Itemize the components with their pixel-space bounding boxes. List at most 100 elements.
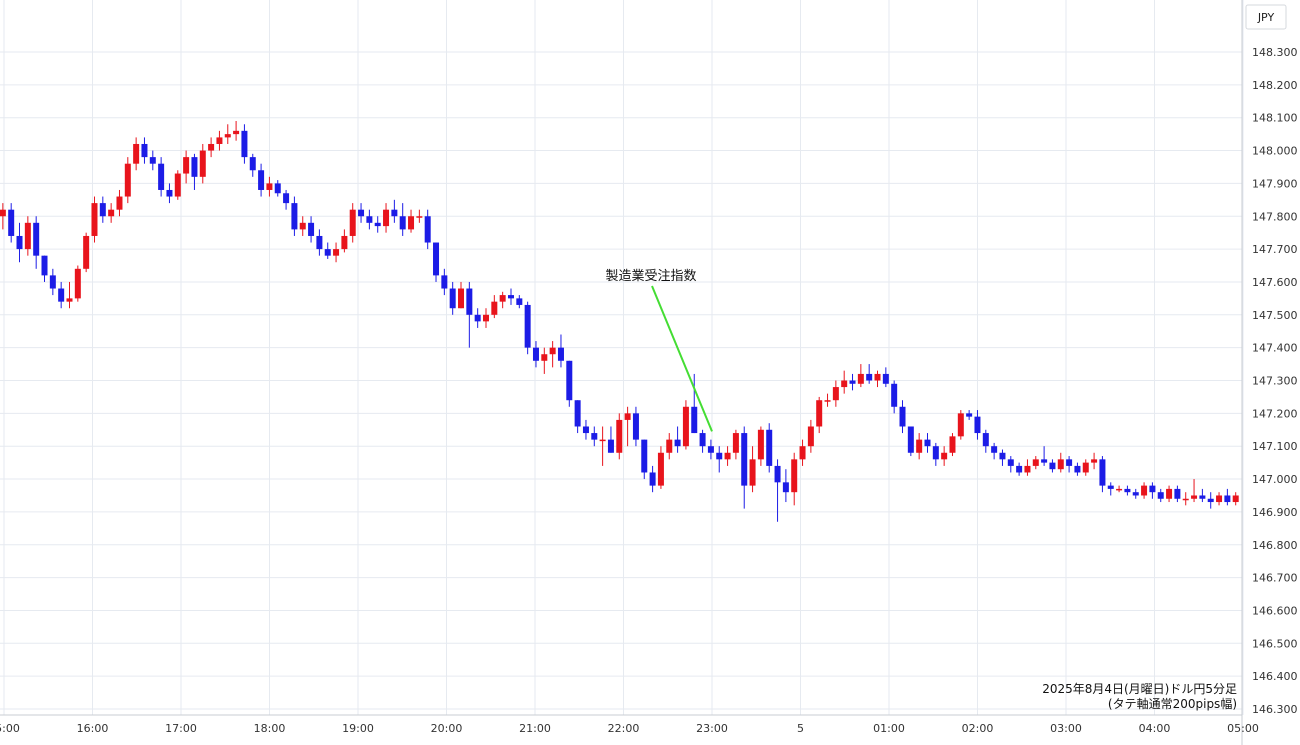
candle bbox=[999, 449, 1006, 466]
candle-body bbox=[824, 400, 831, 402]
candle-body bbox=[324, 249, 331, 256]
candle bbox=[308, 216, 315, 243]
candle bbox=[24, 216, 31, 256]
candle bbox=[691, 373, 698, 434]
candle-body bbox=[1116, 488, 1123, 491]
candle-body bbox=[91, 203, 98, 236]
candle-body bbox=[366, 216, 373, 223]
candle-body bbox=[532, 347, 539, 361]
candle bbox=[1182, 492, 1189, 506]
candle-body bbox=[58, 288, 65, 302]
candle-body bbox=[1199, 495, 1206, 499]
candle-body bbox=[174, 173, 181, 197]
candle bbox=[474, 308, 481, 328]
candle bbox=[108, 203, 115, 223]
candle-body bbox=[1007, 459, 1014, 466]
price-axis-labels[interactable]: 148.300 148.200 148.100 148.000 147.900 147.8… bbox=[1252, 46, 1298, 716]
candle-body bbox=[874, 373, 881, 381]
candle bbox=[1157, 488, 1164, 503]
time-axis-labels[interactable]: 15:00 16:00 17:00 18:00 19:00 20:00 21:00 22:00… bbox=[0, 722, 1259, 735]
candle-body bbox=[449, 288, 456, 309]
candle bbox=[249, 153, 256, 177]
candle bbox=[866, 364, 873, 384]
price-tick-label: 146.600 bbox=[1252, 604, 1298, 617]
candle-body bbox=[1099, 459, 1106, 486]
candle bbox=[924, 433, 931, 453]
candle bbox=[807, 419, 814, 453]
candle bbox=[699, 429, 706, 453]
candle bbox=[1124, 485, 1131, 496]
candle-body bbox=[1016, 465, 1023, 473]
candle-body bbox=[891, 383, 898, 407]
candle bbox=[158, 157, 165, 197]
candle-body bbox=[266, 183, 273, 190]
candle-body bbox=[999, 452, 1006, 460]
candle-body bbox=[316, 235, 323, 250]
time-tick-label: 20:00 bbox=[431, 722, 463, 735]
candle bbox=[433, 242, 440, 282]
candle bbox=[774, 459, 781, 522]
candle bbox=[1107, 482, 1114, 496]
candle-body bbox=[199, 150, 206, 177]
candle bbox=[991, 442, 998, 460]
candle-body bbox=[641, 439, 648, 473]
currency-unit-frame bbox=[1245, 4, 1287, 30]
candle-body bbox=[116, 196, 123, 210]
candle-body bbox=[74, 268, 81, 299]
candle-body bbox=[1132, 492, 1139, 496]
price-tick-label: 148.000 bbox=[1252, 145, 1298, 158]
candle bbox=[141, 137, 148, 164]
candle bbox=[882, 367, 889, 388]
candle bbox=[49, 268, 56, 296]
candle-body bbox=[1191, 495, 1198, 499]
candle bbox=[641, 439, 648, 480]
candle bbox=[791, 452, 798, 506]
candle-body bbox=[149, 157, 156, 164]
candle-body bbox=[208, 143, 215, 151]
candlesticks bbox=[0, 120, 1239, 522]
candle bbox=[374, 216, 381, 233]
candle-body bbox=[1107, 485, 1114, 489]
candle bbox=[1116, 485, 1123, 493]
price-tick-label: 148.300 bbox=[1252, 46, 1298, 59]
candle-body bbox=[283, 193, 290, 204]
candle bbox=[1091, 452, 1098, 470]
candle bbox=[224, 124, 231, 144]
candle-body bbox=[1041, 459, 1048, 463]
candle-body bbox=[499, 295, 506, 302]
candle bbox=[341, 229, 348, 253]
time-tick-label: 5 bbox=[797, 722, 804, 735]
candle-body bbox=[974, 416, 981, 434]
candle bbox=[1174, 485, 1181, 503]
candle bbox=[1149, 482, 1156, 499]
candle-body bbox=[707, 446, 714, 453]
candle-body bbox=[1174, 488, 1181, 499]
candle-body bbox=[1074, 465, 1081, 473]
candle bbox=[1132, 488, 1139, 499]
candle-body bbox=[949, 436, 956, 453]
candle bbox=[849, 373, 856, 391]
candle bbox=[966, 410, 973, 420]
candle bbox=[957, 410, 964, 440]
candle bbox=[74, 265, 81, 302]
caption-line-1: 2025年8月4日(月曜日)ドル円5分足 bbox=[1042, 682, 1237, 696]
candle-body bbox=[799, 446, 806, 460]
candle-body bbox=[249, 157, 256, 171]
candle-body bbox=[516, 298, 523, 305]
candle bbox=[1066, 456, 1073, 473]
candle-body bbox=[1066, 459, 1073, 466]
candle-body bbox=[832, 387, 839, 401]
candle bbox=[916, 433, 923, 460]
currency-unit-box[interactable]: JPY bbox=[1245, 4, 1287, 30]
candle-body bbox=[566, 360, 573, 401]
candle bbox=[732, 429, 739, 460]
price-tick-label: 147.700 bbox=[1252, 243, 1298, 256]
candle bbox=[0, 203, 6, 230]
candle-body bbox=[333, 249, 340, 256]
candle bbox=[99, 196, 106, 223]
candle-body bbox=[341, 235, 348, 250]
